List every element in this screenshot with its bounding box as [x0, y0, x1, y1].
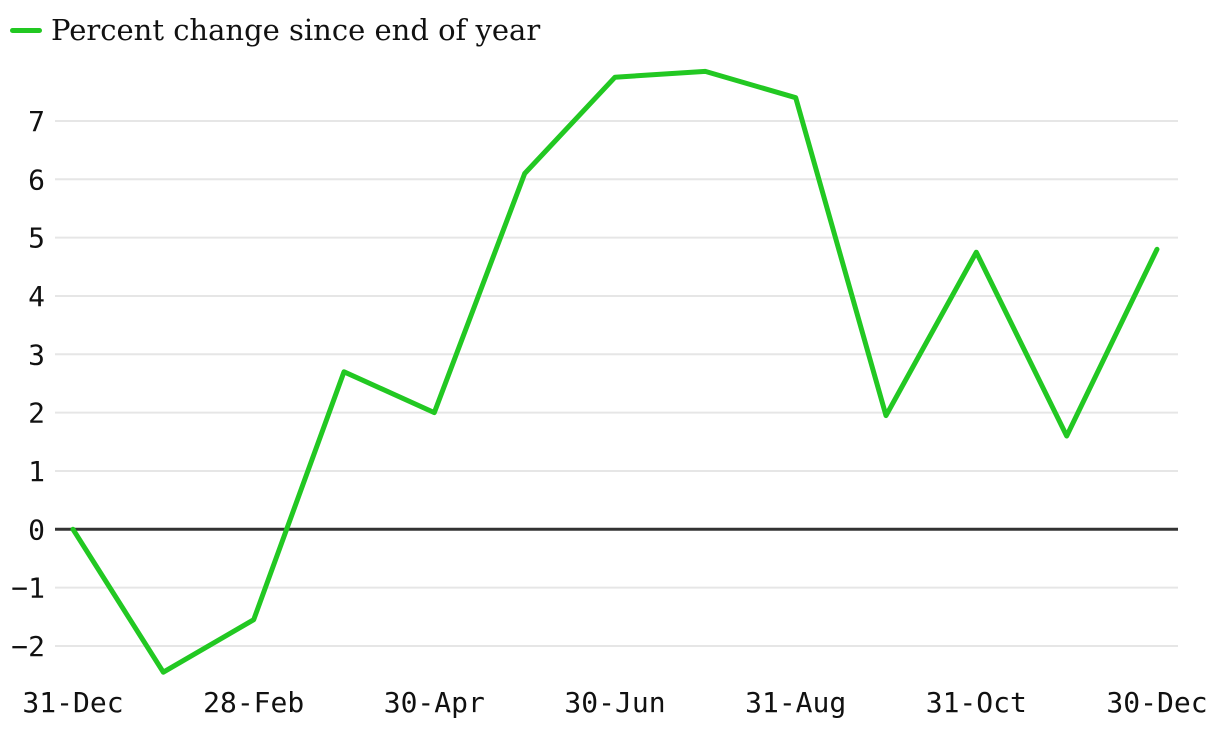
y-tick-label: 0	[28, 513, 45, 546]
y-tick-label: −2	[11, 630, 45, 663]
y-tick-label: 4	[28, 280, 45, 313]
x-tick-label: 30-Jun	[564, 686, 665, 719]
legend: Percent change since end of year	[10, 13, 540, 48]
legend-label: Percent change since end of year	[51, 13, 541, 47]
x-tick-label: 30-Apr	[384, 686, 485, 719]
y-tick-label: 5	[28, 222, 45, 255]
x-tick-label: 30-Dec	[1106, 686, 1207, 719]
x-tick-label: 31-Oct	[926, 686, 1027, 719]
x-tick-label: 31-Aug	[745, 686, 846, 719]
y-tick-label: 2	[28, 397, 45, 430]
series-line	[70, 68, 1160, 675]
y-tick-label: −1	[11, 572, 45, 605]
x-tick-label: 31-Dec	[22, 686, 123, 719]
y-tick-label: 7	[28, 105, 45, 138]
x-tick-label: 28-Feb	[203, 686, 304, 719]
y-tick-label: 1	[28, 455, 45, 488]
y-tick-label: 6	[28, 163, 45, 196]
y-tick-label: 3	[28, 338, 45, 371]
legend-line-swatch	[10, 27, 42, 33]
